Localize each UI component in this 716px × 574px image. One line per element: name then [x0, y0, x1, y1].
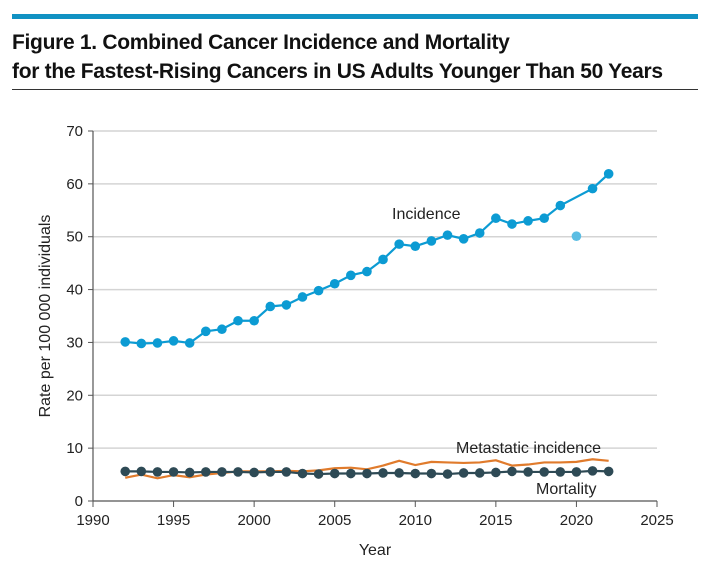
- incidence-point: [136, 338, 147, 349]
- mortality-point: [346, 468, 356, 479]
- y-tick-label: 30: [66, 334, 83, 351]
- figure-title: Figure 1. Combined Cancer Incidence and …: [12, 28, 663, 86]
- y-tick-label: 40: [66, 282, 83, 299]
- mortality-point: [603, 466, 614, 477]
- incidence-point: [426, 236, 437, 246]
- incidence-point: [555, 200, 566, 211]
- x-axis-label: Year: [359, 542, 392, 559]
- incidence-point: [523, 216, 533, 226]
- mortality-point: [378, 468, 388, 478]
- x-tick-label: 2025: [640, 512, 673, 529]
- mortality-point: [571, 467, 582, 477]
- mortality-point: [249, 467, 259, 478]
- mortality-point: [136, 466, 147, 477]
- incidence-point: [378, 254, 388, 265]
- title-line-2: for the Fastest-Rising Cancers in US Adu…: [12, 60, 663, 83]
- mortality-point: [297, 468, 308, 479]
- incidence-point: [249, 315, 259, 326]
- incidence-point: [474, 228, 485, 238]
- y-tick-label: 60: [66, 176, 83, 193]
- incidence-point: [587, 183, 598, 194]
- mortality-point: [474, 468, 485, 478]
- incidence-point: [507, 219, 517, 229]
- mortality-point: [329, 468, 340, 479]
- annotation-mortality: Mortality: [536, 481, 596, 498]
- title-divider: [12, 89, 698, 90]
- mortality-point: [442, 469, 453, 479]
- incidence-point: [120, 337, 131, 347]
- incidence-point: [233, 315, 243, 326]
- y-tick-label: 10: [66, 440, 83, 457]
- mortality-point: [458, 468, 469, 478]
- incidence-point: [458, 234, 469, 244]
- x-tick-label: 2000: [237, 512, 270, 529]
- incidence-point: [313, 285, 324, 296]
- mortality-point: [265, 467, 276, 477]
- mortality-point: [281, 467, 292, 477]
- x-tick-label: 2005: [318, 512, 351, 529]
- mortality-point: [201, 467, 211, 477]
- x-tick-label: 2010: [399, 512, 432, 529]
- mortality-point: [120, 466, 131, 477]
- mortality-point: [152, 467, 163, 477]
- incidence-point: [168, 336, 179, 346]
- incidence-point: [281, 300, 292, 310]
- mortality-point: [313, 469, 324, 479]
- y-tick-label: 20: [66, 387, 83, 404]
- incidence-point: [217, 324, 227, 335]
- incidence-point: [491, 213, 501, 224]
- incidence-point: [329, 278, 340, 289]
- mortality-point: [587, 466, 598, 476]
- annotation-metastatic: Metastatic incidence: [456, 440, 601, 457]
- x-tick-label: 1995: [157, 512, 190, 529]
- y-tick-label: 0: [75, 493, 83, 510]
- incidence-2020-outlier-point: [571, 231, 582, 241]
- mortality-point: [168, 467, 179, 477]
- incidence-point: [152, 338, 163, 348]
- incidence-point: [394, 239, 404, 249]
- incidence-point: [410, 241, 421, 252]
- incidence-point: [265, 301, 276, 312]
- mortality-point: [507, 466, 517, 477]
- x-tick-label: 2020: [560, 512, 593, 529]
- incidence-point: [184, 338, 195, 348]
- annotation-incidence: Incidence: [392, 206, 461, 223]
- incidence-point: [603, 169, 614, 179]
- mortality-point: [539, 467, 549, 477]
- mortality-point: [184, 467, 195, 478]
- y-axis-label: Rate per 100 000 individuals: [37, 215, 54, 418]
- mortality-point: [426, 468, 437, 479]
- x-tick-label: 2015: [479, 512, 512, 529]
- mortality-point: [394, 468, 404, 478]
- incidence-point: [539, 213, 549, 224]
- mortality-point: [362, 468, 372, 479]
- incidence-point: [362, 266, 372, 277]
- y-tick-label: 50: [66, 229, 83, 246]
- incidence-point: [442, 230, 453, 240]
- incidence-point: [297, 292, 308, 302]
- mortality-point: [523, 467, 533, 477]
- incidence-point: [346, 270, 356, 281]
- top-accent-bar: [12, 14, 698, 19]
- y-tick-label: 70: [66, 123, 83, 140]
- mortality-point: [555, 467, 566, 477]
- mortality-point: [233, 467, 243, 477]
- mortality-point: [217, 467, 227, 477]
- title-line-1: Figure 1. Combined Cancer Incidence and …: [12, 31, 510, 54]
- mortality-point: [491, 467, 501, 478]
- incidence-point: [201, 326, 211, 337]
- x-tick-label: 1990: [76, 512, 109, 529]
- incidence-line: [125, 173, 610, 345]
- mortality-point: [410, 468, 421, 479]
